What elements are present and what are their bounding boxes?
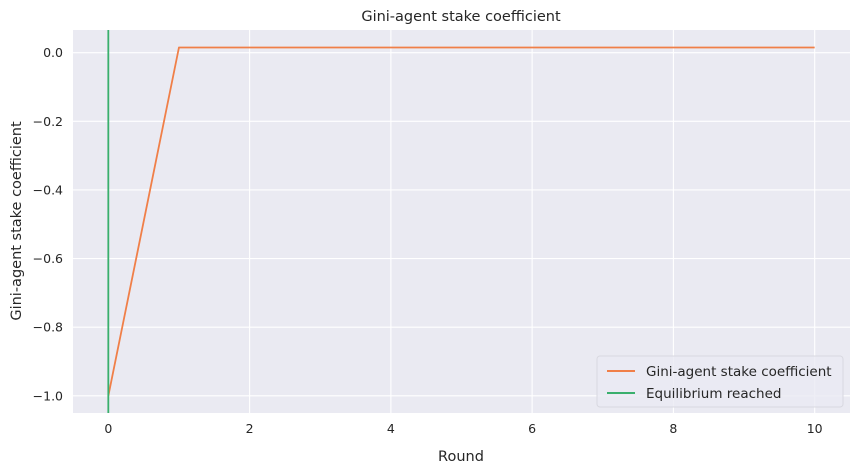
legend-label-equilibrium: Equilibrium reached (646, 386, 781, 402)
legend-box (596, 355, 844, 408)
x-tick-label: 8 (669, 421, 677, 436)
x-tick-label: 0 (104, 421, 112, 436)
y-axis-label: Gini-agent stake coefficient (9, 121, 25, 321)
y-tick-label: −0.4 (33, 182, 63, 197)
y-tick-label: −1.0 (33, 388, 63, 403)
x-axis-label: Round (438, 449, 484, 465)
y-tick-label: −0.6 (33, 251, 63, 266)
x-tick-label: 4 (387, 421, 395, 436)
x-tick-label: 10 (807, 421, 823, 436)
plot-background (73, 30, 850, 413)
chart-marks (107, 30, 815, 413)
grid (73, 30, 850, 413)
x-tick-label: 6 (528, 421, 536, 436)
legend: Gini-agent stake coefficient Equilibrium… (596, 355, 844, 408)
y-tick-label: −0.8 (33, 320, 63, 335)
y-tick-label: 0.0 (43, 45, 63, 60)
y-tick-label: −0.2 (33, 114, 63, 129)
series-line-gini (107, 46, 815, 397)
chart-title: Gini-agent stake coefficient (361, 9, 561, 25)
tick-labels: 0 2 4 6 8 10 0.0 −0.2 −0.4 −0.6 −0.8 −1.0 (33, 45, 823, 436)
legend-label-gini: Gini-agent stake coefficient (646, 364, 832, 380)
x-tick-label: 2 (246, 421, 254, 436)
